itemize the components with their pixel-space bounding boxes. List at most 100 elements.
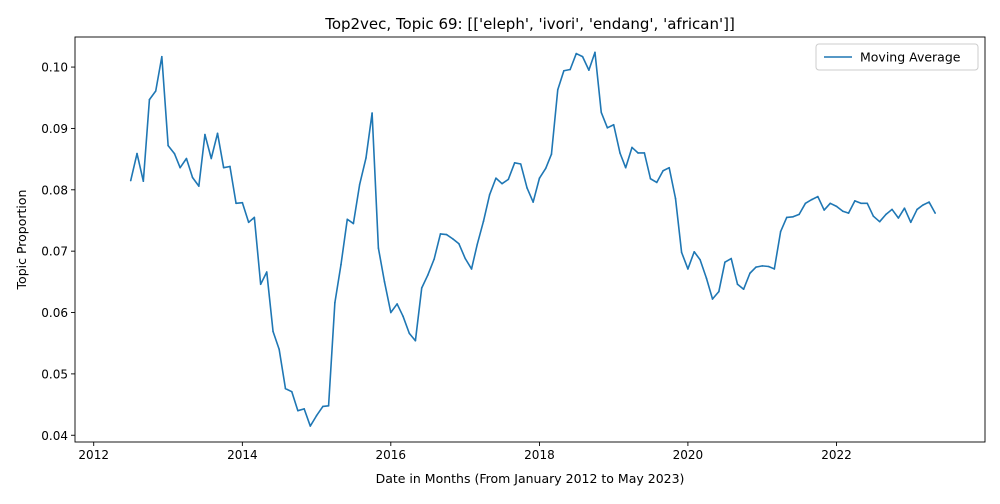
data-point — [173, 152, 176, 155]
data-point — [556, 88, 559, 91]
data-point — [346, 218, 349, 221]
data-point — [761, 265, 764, 267]
data-point — [482, 220, 485, 222]
data-point — [655, 181, 658, 184]
data-point — [934, 212, 936, 214]
data-point — [860, 202, 862, 205]
x-axis-label: Date in Months (From January 2012 to May… — [376, 471, 685, 486]
data-point — [352, 222, 355, 225]
data-point — [550, 153, 553, 155]
data-point — [854, 200, 856, 202]
data-point — [711, 298, 714, 300]
x-tick-label: 2022 — [821, 448, 852, 462]
x-tick-label: 2016 — [376, 448, 407, 462]
data-point — [464, 257, 467, 260]
data-point — [612, 123, 615, 126]
data-point — [309, 425, 312, 427]
data-point — [792, 216, 794, 218]
data-point — [408, 332, 411, 335]
data-point — [563, 69, 565, 72]
data-point — [842, 210, 844, 213]
data-point — [575, 52, 578, 55]
data-point — [699, 258, 701, 261]
data-point — [594, 51, 596, 54]
data-point — [810, 198, 813, 201]
data-point — [167, 144, 169, 147]
data-point — [216, 132, 219, 135]
data-point — [272, 330, 274, 333]
data-point — [507, 178, 510, 181]
data-point — [730, 257, 733, 260]
data-point — [179, 166, 181, 169]
data-point — [198, 185, 200, 187]
data-point — [327, 405, 330, 407]
data-point — [736, 283, 739, 286]
data-point — [581, 55, 584, 58]
x-tick-label: 2018 — [524, 448, 555, 462]
data-point — [662, 169, 664, 172]
x-tick-label: 2020 — [673, 448, 704, 462]
data-point — [129, 179, 132, 182]
data-point — [897, 217, 900, 219]
data-point — [322, 405, 324, 408]
data-point — [358, 183, 361, 186]
data-point — [872, 215, 875, 217]
data-point — [334, 301, 336, 304]
data-point — [476, 243, 479, 246]
data-point — [804, 202, 807, 205]
series-line-0 — [129, 51, 936, 427]
series-layer — [129, 51, 936, 427]
data-point — [767, 265, 770, 268]
data-point — [619, 152, 621, 154]
data-point — [680, 251, 683, 254]
data-point — [773, 268, 776, 270]
data-point — [785, 216, 788, 219]
data-point — [433, 258, 435, 260]
data-point — [185, 157, 188, 160]
data-point — [247, 221, 250, 224]
data-point — [253, 216, 256, 219]
data-point — [414, 339, 417, 342]
data-point — [829, 202, 832, 205]
data-point — [687, 268, 689, 270]
data-point — [749, 272, 751, 275]
data-point — [631, 146, 633, 149]
data-point — [544, 167, 547, 170]
data-point — [278, 348, 280, 351]
y-tick-label: 0.06 — [41, 306, 68, 320]
data-point — [643, 152, 646, 154]
data-point — [624, 166, 627, 169]
data-point — [303, 408, 305, 410]
data-point — [265, 271, 268, 273]
data-point — [755, 266, 757, 268]
data-point — [501, 182, 503, 185]
data-point — [290, 390, 293, 393]
data-point — [513, 162, 516, 164]
data-point — [588, 69, 590, 71]
data-point — [241, 201, 244, 204]
data-point — [259, 283, 262, 286]
data-point — [396, 303, 398, 305]
data-point — [649, 177, 652, 180]
data-point — [538, 177, 541, 179]
data-point — [161, 55, 163, 58]
data-point — [458, 243, 460, 245]
legend-label: Moving Average — [860, 50, 961, 65]
data-point — [891, 208, 893, 211]
data-point — [885, 213, 887, 216]
data-point — [235, 202, 237, 205]
data-point — [606, 127, 609, 129]
data-point — [637, 152, 639, 154]
data-point — [817, 195, 819, 198]
data-point — [718, 290, 720, 293]
data-point — [532, 201, 534, 203]
y-tick-label: 0.09 — [41, 122, 68, 136]
data-point — [427, 274, 429, 276]
data-point — [921, 204, 924, 206]
data-point — [445, 233, 448, 236]
data-point — [866, 202, 869, 205]
x-tick-label: 2014 — [227, 448, 258, 462]
data-point — [823, 209, 825, 211]
y-axis-label: Topic Proportion — [14, 190, 29, 291]
